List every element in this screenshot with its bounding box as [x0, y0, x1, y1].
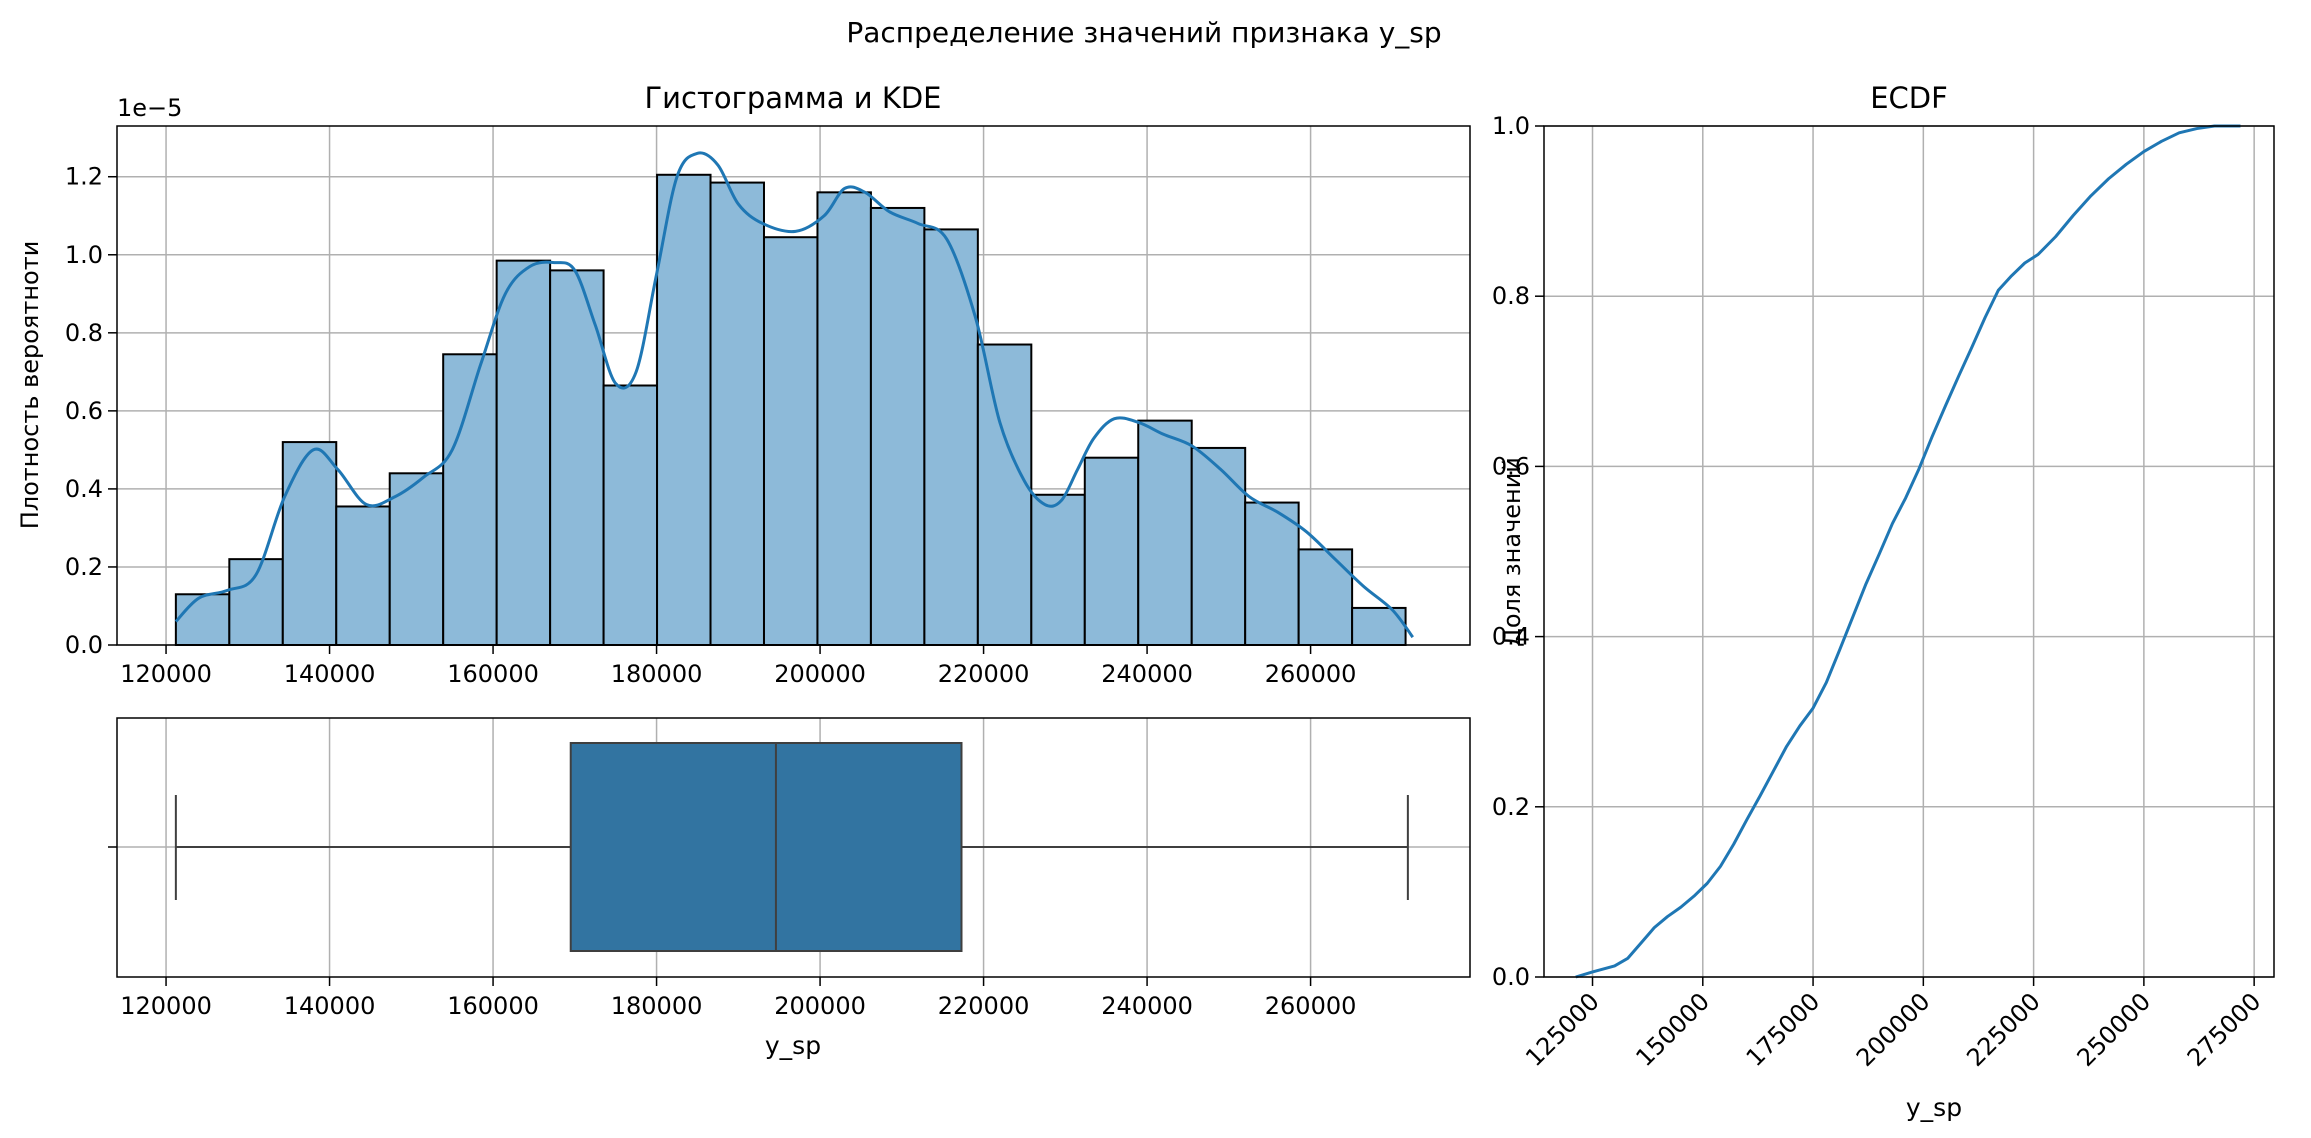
histogram-axes-frame [116, 125, 1471, 646]
histogram-y-tick-label: 0.6 [65, 397, 103, 425]
histogram-bar [709, 181, 765, 646]
histogram-x-tick-label: 260000 [1265, 660, 1357, 688]
ecdf-x-axis-label: y_sp [1906, 1093, 1962, 1122]
ecdf-y-axis-label: Доля значений [1498, 457, 1526, 647]
boxplot-panel: 120000 140000 160000 180000 200000 220000 2400… [108, 717, 1471, 1060]
ecdf-axes-frame [1543, 125, 2275, 978]
histogram-bar [549, 269, 605, 646]
histogram-bars [174, 173, 1407, 647]
boxplot-x-ticks: 120000 140000 160000 180000 200000 220000 2400… [120, 977, 1356, 1020]
histogram-bar [335, 505, 391, 646]
histogram-bar [656, 173, 712, 646]
histogram-x-tick-label: 220000 [938, 660, 1030, 688]
ecdf-curve [1575, 124, 2241, 979]
histogram-bar [388, 472, 445, 646]
histogram-y-tick-label: 0.4 [65, 475, 103, 503]
boxplot-x-tick-label: 120000 [120, 992, 212, 1020]
histogram-x-tick-label: 180000 [611, 660, 703, 688]
boxplot-box [174, 742, 1409, 952]
histogram-bar [1030, 493, 1086, 646]
histogram-bar [602, 384, 659, 646]
histogram-bar [1083, 456, 1140, 647]
ecdf-y-ticks: 0.0 0.2 0.4 0.6 0.8 1.0 [1492, 112, 1544, 991]
boxplot-x-tick-label: 140000 [284, 992, 376, 1020]
histogram-bar [816, 191, 872, 646]
kde-line [174, 151, 1414, 639]
histogram-y-tick-label: 1.2 [65, 163, 103, 191]
histogram-bar [1190, 446, 1247, 646]
histogram-bar [281, 441, 338, 646]
histogram-bar [1244, 501, 1300, 646]
histogram-y-ticks: 0.0 0.2 0.4 0.6 0.8 1.0 1.2 [65, 163, 117, 659]
histogram-bar [762, 236, 819, 646]
histogram-y-tick-label: 1.0 [65, 241, 103, 269]
boxplot-x-tick-label: 220000 [938, 992, 1030, 1020]
ecdf-y-tick-label: 0.4 [1492, 623, 1530, 651]
histogram-bar [976, 343, 1033, 646]
kde-curve [174, 151, 1414, 639]
boxplot-x-tick-label: 160000 [447, 992, 539, 1020]
ecdf-grid [1544, 125, 2274, 978]
boxplot-x-tick-label: 260000 [1265, 992, 1357, 1020]
ecdf-y-tick-label: 0.6 [1492, 452, 1530, 480]
boxplot-iqr-box [569, 742, 963, 952]
histogram-x-tick-label: 140000 [284, 660, 376, 688]
histogram-x-tick-label: 240000 [1101, 660, 1193, 688]
ecdf-y-tick-label: 1.0 [1492, 112, 1530, 140]
histogram-x-ticks: 120000 140000 160000 180000 200000 220000 2400… [120, 645, 1356, 688]
ecdf-title: ECDF [1870, 81, 1948, 115]
boxplot-x-tick-label: 180000 [611, 992, 703, 1020]
histogram-x-tick-label: 160000 [447, 660, 539, 688]
histogram-x-tick-label: 200000 [774, 660, 866, 688]
histogram-y-tick-label: 0.0 [65, 631, 103, 659]
histogram-kde-panel: 120000 140000 160000 180000 200000 220000 2400… [16, 81, 1471, 688]
boxplot-x-tick-label: 200000 [774, 992, 866, 1020]
histogram-y-axis-label: Плотность вероятноти [16, 241, 44, 530]
histogram-bar [174, 593, 231, 647]
ecdf-y-tick-label: 0.8 [1492, 282, 1530, 310]
histogram-y-tick-label: 0.8 [65, 319, 103, 347]
ecdf-line [1575, 124, 2241, 979]
figure-suptitle: Распределение значений признака y_sp [846, 16, 1441, 49]
histogram-bar [923, 228, 979, 647]
boxplot-x-axis-label: y_sp [765, 1031, 821, 1060]
histogram-bar [1297, 548, 1354, 646]
boxplot-x-tick-label: 240000 [1101, 992, 1193, 1020]
histogram-scale-label: 1e−5 [117, 94, 182, 122]
histogram-bar [1137, 419, 1193, 646]
histogram-title: Гистограмма и KDE [644, 81, 941, 115]
histogram-x-tick-label: 120000 [120, 660, 212, 688]
histogram-bar [495, 259, 552, 646]
histogram-bar [1351, 606, 1407, 647]
histogram-bar [869, 206, 926, 647]
ecdf-y-tick-label: 0.2 [1492, 793, 1530, 821]
ecdf-y-tick-label: 0.0 [1492, 963, 1530, 991]
histogram-y-tick-label: 0.2 [65, 553, 103, 581]
